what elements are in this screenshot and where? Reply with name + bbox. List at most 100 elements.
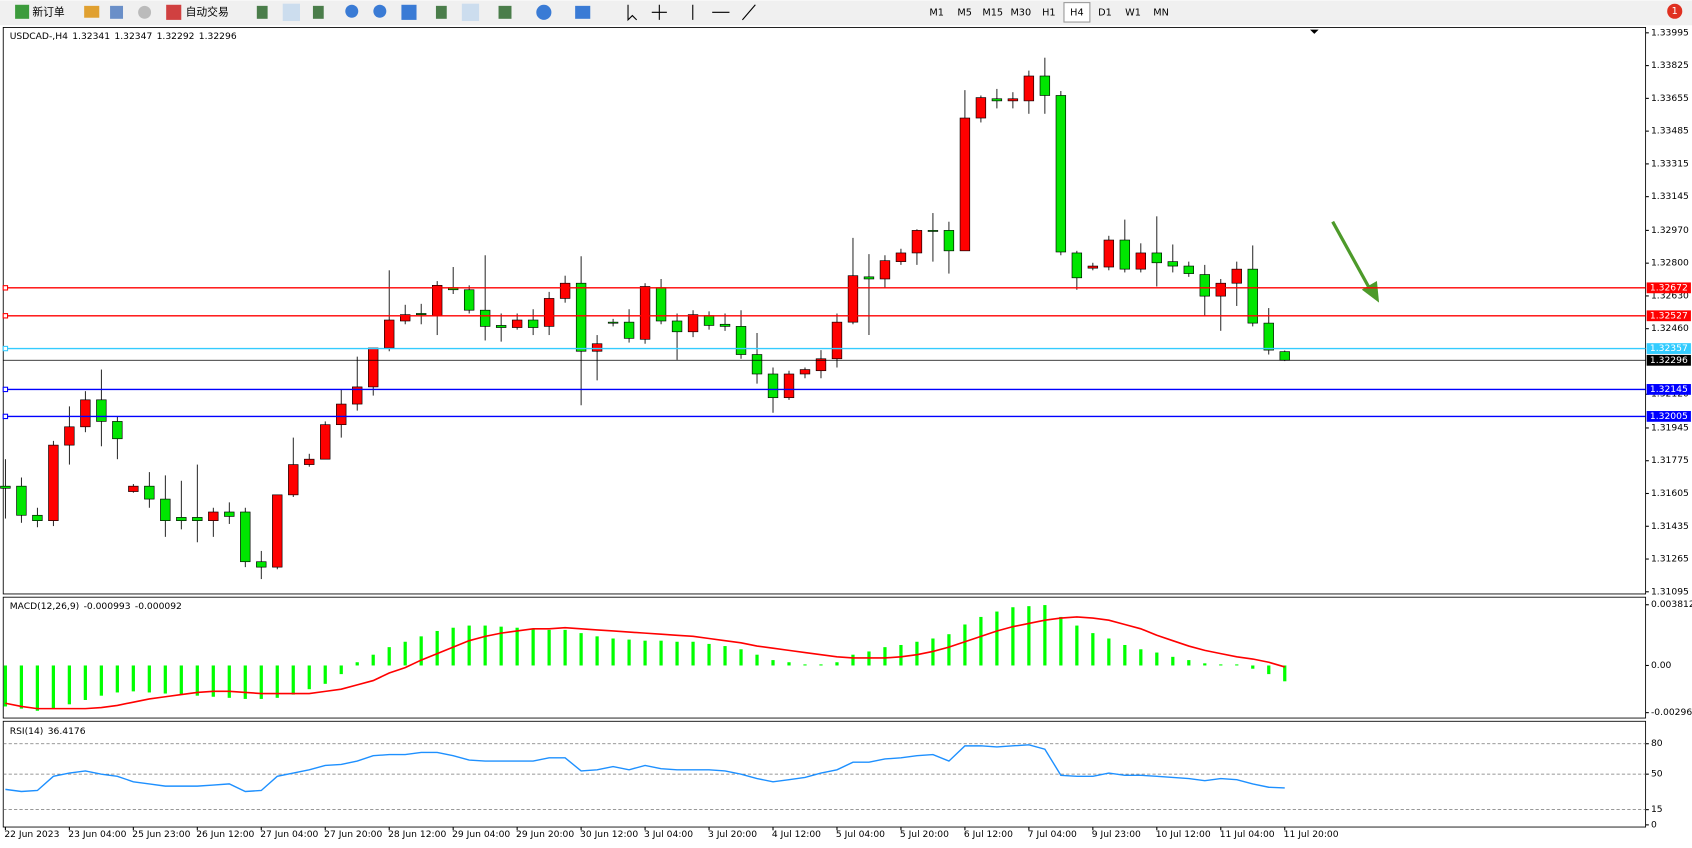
y-tick-label: 1.31095	[1651, 586, 1689, 597]
macd-bar	[419, 636, 423, 666]
macd-bar	[611, 638, 615, 666]
candle-body	[1215, 282, 1226, 297]
tool-icon[interactable]	[312, 5, 324, 19]
line-tools[interactable]	[692, 4, 756, 21]
macd-bar	[979, 616, 983, 666]
notification-badge[interactable]	[1667, 3, 1683, 19]
y-tick-label: 1.32970	[1651, 225, 1689, 236]
tool-icon[interactable]	[256, 5, 268, 19]
candle-body	[991, 98, 1003, 102]
auto-trading-icon[interactable]	[166, 4, 182, 20]
macd-bar	[147, 665, 151, 693]
new-order-icon[interactable]	[15, 4, 30, 19]
timeframe-button[interactable]: M15	[982, 7, 1003, 18]
candle-body	[703, 315, 715, 326]
timeframe-button[interactable]: W1	[1125, 7, 1141, 18]
y-tick-label: -0.002961	[1651, 707, 1692, 718]
level-label-bg	[1646, 411, 1691, 422]
candle-body	[112, 421, 123, 440]
crosshair-tool[interactable]	[651, 4, 667, 20]
candle-body	[224, 511, 235, 517]
toolbar-icon[interactable]	[138, 5, 152, 19]
candle-body	[1231, 268, 1242, 284]
macd-bar	[403, 641, 407, 666]
candle-body	[1023, 75, 1035, 102]
candle-body	[1087, 265, 1099, 269]
candle-body	[1247, 268, 1258, 324]
x-tick-label: 28 Jun 12:00	[388, 829, 446, 840]
level-label-bg	[1646, 343, 1691, 354]
y-tick-label: 1.31775	[1651, 455, 1689, 466]
tool-icon[interactable]	[575, 5, 591, 19]
x-tick-label: 11 Jul 04:00	[1220, 829, 1275, 840]
macd-bar	[691, 641, 695, 666]
candle-body	[639, 286, 651, 340]
notification-count: 1	[1672, 6, 1678, 17]
macd-signal-value: -0.000092	[135, 600, 182, 611]
macd-bar	[739, 649, 743, 666]
rsi-header: RSI(14) 36.4176	[10, 725, 86, 736]
macd-bar	[963, 624, 967, 666]
last-low: 1.32292	[157, 31, 195, 42]
tool-icon[interactable]	[282, 3, 300, 21]
macd-bar	[51, 665, 55, 709]
x-tick-label: 10 Jul 12:00	[1156, 829, 1211, 840]
candle-body	[895, 252, 907, 262]
y-tick-label: 50	[1651, 769, 1663, 780]
tool-icon[interactable]	[345, 4, 359, 18]
x-tick-label: 22 Jun 2023	[4, 829, 59, 840]
timeframe-button[interactable]: M1	[929, 7, 944, 18]
auto-trading-button[interactable]: 自动交易	[186, 5, 229, 18]
new-order-button[interactable]: 新订单	[32, 5, 65, 18]
y-tick-label: 1.32630	[1651, 290, 1689, 301]
tool-icon[interactable]	[401, 4, 417, 20]
macd-bar	[67, 665, 71, 705]
macd-title: MACD(12,26,9)	[10, 600, 80, 611]
candle-body	[751, 354, 763, 375]
macd-bar	[851, 654, 855, 666]
candle-body	[575, 282, 587, 352]
timeframe-button[interactable]: H1	[1042, 7, 1055, 18]
macd-bar	[1075, 625, 1079, 666]
tool-icon[interactable]	[435, 5, 447, 19]
candle-body	[1199, 274, 1210, 297]
macd-bar	[1235, 664, 1239, 666]
candle-body	[815, 358, 827, 372]
candle-body	[863, 276, 875, 280]
last-close: 1.32296	[199, 31, 237, 42]
y-tick-label: 1.31265	[1651, 554, 1689, 565]
macd-bar	[499, 626, 503, 666]
candle-body	[256, 561, 267, 568]
timeframe-button[interactable]: H4	[1070, 7, 1083, 18]
timeframe-button[interactable]: D1	[1098, 7, 1112, 18]
candle-body	[80, 399, 91, 428]
candle-body	[1151, 252, 1162, 264]
macd-bar	[579, 633, 583, 666]
x-tick-label: 27 Jun 20:00	[324, 829, 382, 840]
macd-bar	[467, 625, 471, 666]
candle-body	[735, 326, 747, 355]
timeframe-button[interactable]: M30	[1010, 7, 1031, 18]
tool-icon[interactable]	[461, 3, 480, 21]
x-tick-label: 7 Jul 04:00	[1028, 829, 1077, 840]
tool-icon[interactable]	[373, 4, 387, 18]
macd-bar	[1059, 616, 1063, 666]
toolbar-icon[interactable]	[110, 5, 124, 19]
cursor-tool[interactable]	[627, 4, 638, 22]
tool-icon[interactable]	[498, 5, 512, 19]
candle-body	[192, 517, 203, 521]
tool-icon[interactable]	[536, 4, 552, 20]
candle-body	[16, 485, 27, 516]
toolbar-icon[interactable]	[84, 5, 100, 18]
timeframe-button[interactable]: MN	[1153, 7, 1169, 18]
candle-body	[959, 117, 971, 252]
candle-body	[783, 373, 795, 399]
macd-main-value: -0.000993	[84, 600, 131, 611]
x-tick-label: 11 Jul 20:00	[1284, 829, 1339, 840]
macd-bar	[515, 627, 519, 666]
x-tick-label: 9 Jul 23:00	[1092, 829, 1141, 840]
timeframe-button[interactable]: M5	[957, 7, 972, 18]
x-tick-label: 25 Jun 23:00	[132, 829, 190, 840]
candle-body	[48, 444, 59, 521]
candle-body	[368, 347, 379, 388]
